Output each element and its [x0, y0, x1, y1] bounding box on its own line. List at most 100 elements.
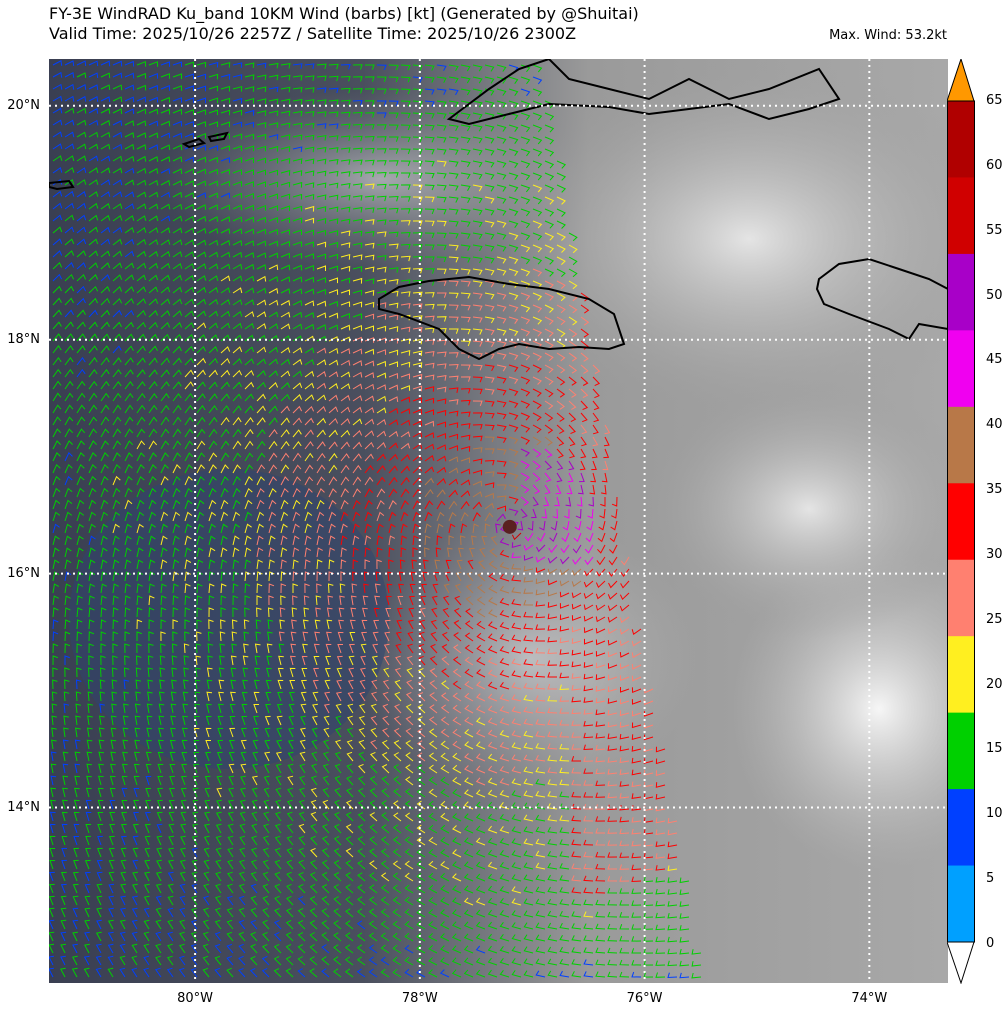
- coastlines: [49, 59, 948, 361]
- wind-barb: [631, 781, 642, 788]
- wind-barb: [448, 535, 454, 546]
- wind-barb: [508, 448, 519, 456]
- wind-barb: [328, 523, 336, 534]
- wind-barb: [436, 280, 447, 286]
- wind-barb: [304, 194, 315, 200]
- wind-barb: [182, 715, 188, 726]
- wind-barb: [416, 908, 426, 918]
- wind-barb: [339, 595, 345, 606]
- wind-barb: [325, 643, 332, 654]
- wind-barb: [523, 754, 534, 762]
- wind-barb: [74, 763, 81, 774]
- wind-barb: [571, 720, 582, 726]
- wind-barb: [172, 251, 183, 258]
- wind-barb: [184, 215, 195, 222]
- wind-barb: [385, 595, 392, 606]
- wind-barb: [208, 346, 219, 354]
- wind-barb: [424, 292, 435, 298]
- wind-barb: [232, 440, 242, 450]
- wind-barb: [196, 571, 203, 582]
- wind-barb: [208, 381, 218, 390]
- wind-barb: [148, 250, 159, 258]
- wind-barb: [489, 548, 498, 558]
- wind-barb: [376, 160, 387, 166]
- wind-barb: [268, 382, 279, 390]
- wind-barb: [340, 111, 351, 118]
- wind-barb: [436, 76, 447, 83]
- wind-barb: [590, 472, 597, 483]
- wind-barb: [50, 775, 57, 786]
- wind-barb: [400, 220, 411, 226]
- wind-barb: [547, 767, 558, 774]
- wind-barb: [488, 560, 498, 570]
- wind-barb: [544, 340, 554, 349]
- wind-barb: [368, 908, 378, 918]
- wind-barb: [484, 482, 495, 488]
- wind-barb: [88, 262, 99, 270]
- wind-barb: [297, 956, 306, 966]
- wind-barb: [232, 97, 243, 104]
- wind-barb: [292, 311, 303, 318]
- wind-barb: [607, 828, 618, 834]
- wind-barb: [202, 943, 210, 954]
- wind-barb: [484, 502, 495, 510]
- wind-barb: [121, 787, 128, 798]
- wind-barb: [460, 316, 471, 323]
- wind-barb: [508, 256, 519, 264]
- wind-barb: [583, 744, 594, 751]
- wind-barb: [184, 263, 195, 270]
- wind-barb: [369, 812, 378, 822]
- wind-barb: [365, 64, 375, 70]
- wind-barb: [274, 895, 282, 906]
- wind-barb: [532, 292, 543, 301]
- wind-barb: [232, 523, 240, 534]
- wind-barb: [595, 828, 605, 834]
- wind-barb: [110, 751, 116, 762]
- wind-barb: [440, 704, 450, 714]
- wind-barb: [328, 135, 339, 141]
- wind-barb: [304, 276, 315, 283]
- wind-barb: [535, 766, 546, 774]
- lat-label-16n: 16°N: [7, 565, 40, 581]
- wind-barb: [453, 644, 462, 654]
- wind-barb: [268, 583, 275, 594]
- wind-barb: [98, 727, 105, 738]
- wind-barb: [196, 286, 207, 294]
- wind-barb: [148, 167, 159, 174]
- wind-barb: [60, 943, 66, 954]
- wind-barb: [304, 110, 315, 117]
- wind-barb: [451, 873, 462, 882]
- wind-barb: [460, 376, 471, 382]
- wind-barb: [100, 511, 109, 522]
- wind-barb: [263, 811, 270, 822]
- wind-barb: [136, 132, 147, 138]
- colorbar-tick-label: 0: [986, 936, 995, 951]
- wind-barb: [455, 571, 462, 582]
- wind-barb: [244, 346, 255, 354]
- wind-barb: [571, 603, 582, 610]
- colorbar-tick-label: 35: [986, 482, 1003, 498]
- wind-barb: [691, 972, 702, 979]
- wind-barb: [388, 100, 399, 107]
- wind-barb: [393, 727, 402, 738]
- wind-barb: [440, 776, 450, 786]
- wind-barb: [448, 292, 459, 299]
- wind-barb: [229, 703, 236, 714]
- wind-barb: [322, 787, 330, 798]
- wind-barb: [122, 727, 129, 738]
- wind-barb: [205, 715, 212, 726]
- wind-barb: [607, 628, 618, 635]
- wind-barb: [184, 559, 192, 570]
- wind-barb: [196, 61, 207, 68]
- wind-barb: [321, 847, 330, 858]
- wind-barb: [112, 286, 123, 294]
- wind-barb: [508, 268, 519, 276]
- wind-barb: [148, 619, 155, 630]
- wind-barb: [472, 388, 483, 395]
- wind-barb: [345, 824, 354, 834]
- wind-barb: [160, 215, 171, 222]
- wind-barb: [547, 707, 558, 714]
- wind-barb: [64, 107, 75, 114]
- wind-barb: [428, 764, 438, 774]
- wind-barb: [303, 595, 310, 606]
